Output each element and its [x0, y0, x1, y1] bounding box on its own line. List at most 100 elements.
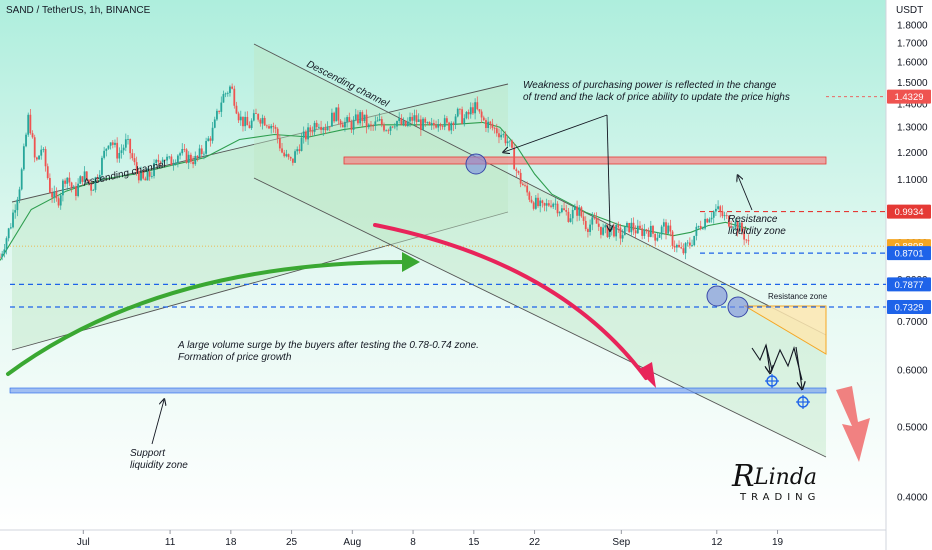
candle-body [194, 155, 197, 165]
candle-body [179, 153, 181, 156]
candle-body [209, 138, 212, 141]
candle-body [450, 122, 453, 131]
candle-body [591, 217, 594, 225]
candle-body [322, 128, 325, 130]
candle-body [281, 148, 283, 153]
candle-body [233, 88, 236, 106]
candle-body [367, 124, 370, 128]
candle-body [654, 233, 657, 241]
price-tick-label: 1.3000 [897, 123, 928, 134]
candle-body [42, 149, 45, 150]
candle-body [530, 199, 533, 203]
candle-body [48, 178, 51, 193]
support-liquidity-zone [9, 387, 827, 394]
volume-surge-line-2: Formation of price growth [178, 352, 292, 363]
candle-body [656, 237, 659, 241]
level-07877-badge [887, 277, 931, 292]
candle-body [402, 120, 405, 125]
volume-surge-line-1: A large volume surge by the buyers after… [177, 340, 479, 351]
candle-body [25, 134, 27, 147]
candle-body [168, 156, 171, 158]
candle-body [352, 119, 355, 130]
candle-body [33, 137, 36, 158]
candle-body [747, 240, 750, 242]
annotation-pointers [151, 114, 753, 445]
candle-body [142, 170, 145, 179]
candle-body [365, 114, 368, 128]
candle-body [170, 156, 173, 166]
candle-body [5, 238, 8, 250]
price-tick-label: 1.2000 [897, 148, 928, 159]
candle-body [630, 222, 633, 233]
support-liquidity-badge [887, 299, 931, 314]
time-tick-label: 18 [225, 537, 237, 548]
candle-body [346, 117, 349, 122]
time-tick-label: Aug [343, 537, 361, 548]
candle-body [619, 227, 622, 239]
candle-body [38, 155, 40, 160]
candle-body [684, 243, 687, 254]
candle-body [743, 231, 746, 240]
candle-body [12, 212, 14, 228]
candle-body [524, 185, 526, 187]
high-test-circle-3 [727, 296, 749, 318]
currency-label: USDT [896, 5, 924, 16]
candle-body [704, 218, 706, 229]
candle-body [213, 119, 216, 128]
candle-body [387, 130, 390, 132]
candle-body [543, 203, 546, 206]
candle-body [491, 123, 494, 128]
sellers-arrow-head [638, 362, 656, 388]
candle-body [383, 124, 385, 131]
candle-body [109, 142, 112, 146]
candle-body [741, 222, 743, 232]
candle-body [521, 183, 524, 186]
target-icon [765, 374, 779, 388]
candle-body [482, 117, 485, 121]
candle-body [14, 210, 17, 213]
candle-body [493, 127, 496, 129]
candle-body [246, 116, 249, 126]
candle-body [157, 159, 160, 162]
price-tick-label: 0.4000 [897, 492, 928, 503]
resistance-liquidity-badge [887, 89, 931, 104]
candle-body [404, 120, 407, 126]
candle-body [697, 225, 700, 227]
candle-body [385, 130, 388, 132]
price-tick-label: 0.7000 [897, 317, 928, 328]
weakness-note-line-1: Weakness of purchasing power is reflecte… [523, 80, 777, 91]
candle-body [699, 225, 702, 229]
candle-body [728, 215, 730, 227]
candle-body [218, 110, 221, 112]
candle-body [278, 138, 281, 149]
candle-body [682, 248, 685, 254]
price-zones [9, 156, 827, 394]
candle-body [678, 244, 680, 248]
candle-body [103, 150, 106, 158]
level-08701-badge [887, 246, 931, 261]
candle-body [101, 157, 103, 175]
candle-body [181, 148, 184, 154]
candle-body [589, 224, 591, 232]
candle-body [7, 228, 10, 239]
candle-body [472, 107, 474, 114]
time-tick-label: 19 [772, 537, 784, 548]
candle-body [506, 141, 509, 144]
candle-body [606, 225, 609, 238]
candle-body [192, 161, 194, 165]
descending-channel-upper [253, 43, 827, 336]
candle-body [205, 141, 207, 154]
candle-body [88, 179, 90, 184]
candle-body [3, 249, 6, 254]
candle-body [502, 134, 505, 136]
time-tick-label: 11 [165, 537, 176, 548]
candle-body [563, 208, 565, 211]
candle-body [495, 128, 498, 134]
candle-body [532, 202, 535, 209]
candle-body [220, 102, 223, 112]
candle-body [148, 171, 151, 177]
symbol-title[interactable]: SAND / TetherUS, 1h, BINANCE [6, 5, 151, 16]
candle-body [341, 124, 344, 128]
candle-body [285, 154, 288, 157]
